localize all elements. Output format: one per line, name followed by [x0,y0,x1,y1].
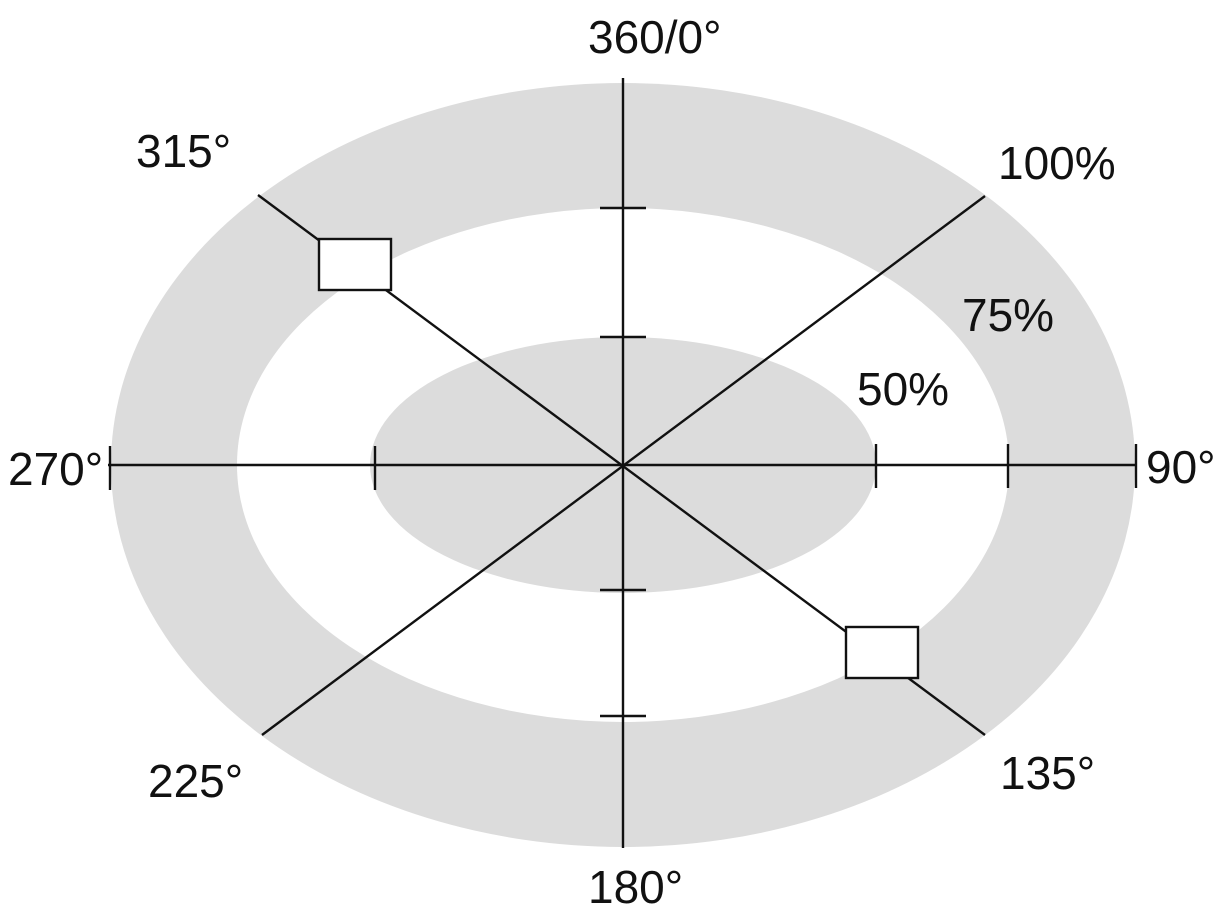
marker-box-135 [844,625,920,680]
label-50-percent: 50% [857,363,950,415]
label-360-0-deg: 360/0° [588,11,722,63]
marker-box-315 [317,237,393,292]
label-180-deg: 180° [588,861,684,913]
label-100-percent: 100% [998,137,1116,189]
label-270-deg: 270° [8,443,104,495]
label-315-deg: 315° [136,125,232,177]
label-90-deg: 90° [1146,441,1216,493]
label-75-percent: 75% [962,289,1055,341]
label-135-deg: 135° [1000,747,1096,799]
label-225-deg: 225° [148,755,244,807]
